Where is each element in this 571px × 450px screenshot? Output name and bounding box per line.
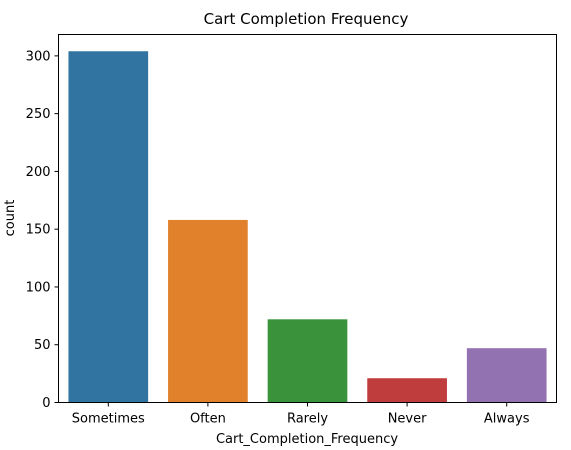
plot-frame <box>58 34 557 403</box>
y-tick-label-150: 150 <box>26 223 51 238</box>
chart-title: Cart Completion Frequency <box>204 10 409 28</box>
y-tick-label-250: 250 <box>26 107 51 122</box>
x-tick-label-always: Always <box>484 412 530 427</box>
y-axis: 0 50 100 150 200 250 300 <box>26 49 59 411</box>
y-tick-label-50: 50 <box>34 338 51 353</box>
x-tick-label-often: Often <box>190 412 226 427</box>
x-axis: Sometimes Often Rarely Never Always <box>72 402 530 427</box>
bars-group <box>68 51 547 403</box>
bar-never <box>367 378 447 403</box>
bar-sometimes <box>68 51 149 403</box>
x-tick-label-sometimes: Sometimes <box>72 412 145 427</box>
y-tick-label-100: 100 <box>26 280 51 295</box>
y-tick-label-300: 300 <box>26 49 51 64</box>
bar-often <box>168 219 248 403</box>
bar-always <box>466 348 547 403</box>
x-tick-label-rarely: Rarely <box>287 412 328 427</box>
y-tick-label-0: 0 <box>42 396 50 411</box>
y-axis-label: count <box>3 200 18 237</box>
bar-rarely <box>267 319 348 403</box>
x-tick-label-never: Never <box>388 412 427 427</box>
x-axis-label: Cart_Completion_Frequency <box>216 432 398 447</box>
y-tick-label-200: 200 <box>26 165 51 180</box>
